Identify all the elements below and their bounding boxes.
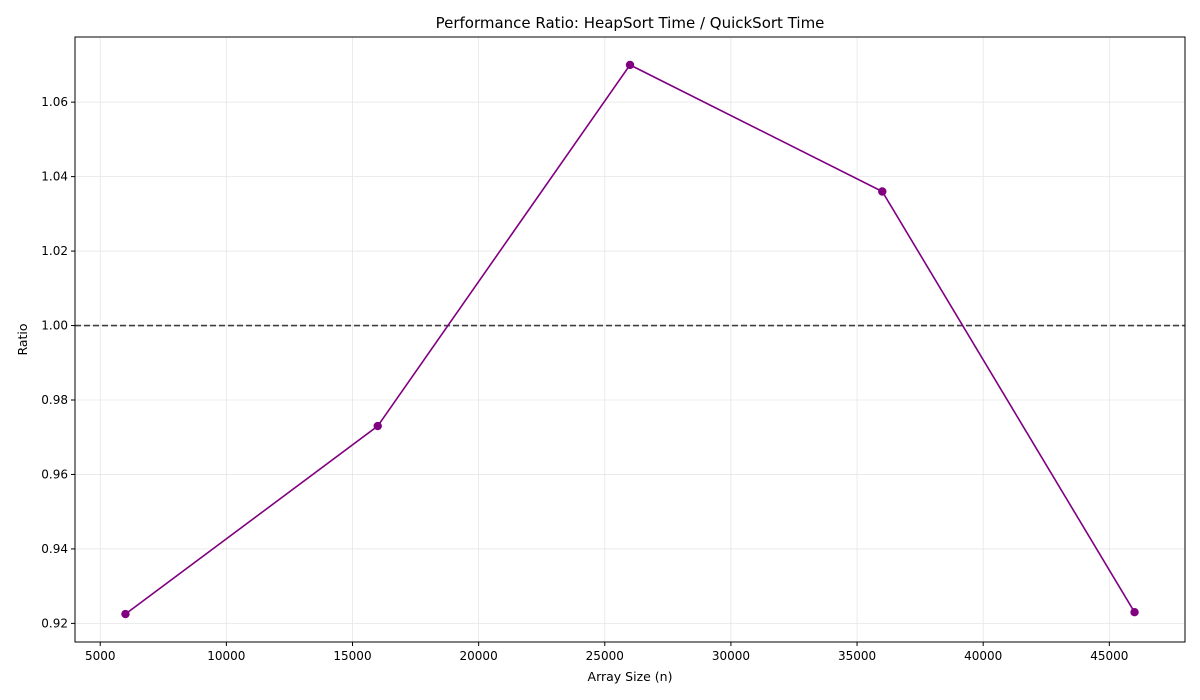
ticks: 5000 10000 15000 20000 25000 30000 35000 40000 4… xyxy=(41,95,1128,663)
y-tick-label: 0.96 xyxy=(41,467,68,481)
y-tick-label: 0.94 xyxy=(41,542,68,556)
chart-title: Performance Ratio: HeapSort Time / Quick… xyxy=(436,14,825,32)
y-tick-label: 1.00 xyxy=(41,319,68,333)
x-tick-label: 35000 xyxy=(838,649,876,663)
y-axis-label: Ratio xyxy=(15,323,30,355)
y-tick-label: 1.02 xyxy=(41,244,68,258)
plot-frame xyxy=(74,36,1186,643)
x-axis-label: Array Size (n) xyxy=(588,669,673,684)
data-point xyxy=(373,421,382,431)
x-tick-label: 45000 xyxy=(1090,649,1128,663)
y-tick-label: 0.92 xyxy=(41,616,68,630)
x-tick-label: 25000 xyxy=(586,649,624,663)
data-point xyxy=(1130,608,1139,617)
x-tick-label: 30000 xyxy=(712,649,750,663)
x-tick-label: 10000 xyxy=(207,649,245,663)
x-tick-label: 40000 xyxy=(964,649,1002,663)
y-tick-label: 1.06 xyxy=(41,95,68,109)
data-point xyxy=(625,60,635,70)
data-point xyxy=(121,609,130,619)
x-tick-label: 15000 xyxy=(333,649,371,663)
series-layer xyxy=(121,60,1139,619)
data-point xyxy=(878,187,887,196)
x-tick-label: 20000 xyxy=(460,649,498,663)
y-tick-label: 1.04 xyxy=(41,170,68,184)
x-tick-label: 5000 xyxy=(85,649,116,663)
y-tick-label: 0.98 xyxy=(41,393,68,407)
